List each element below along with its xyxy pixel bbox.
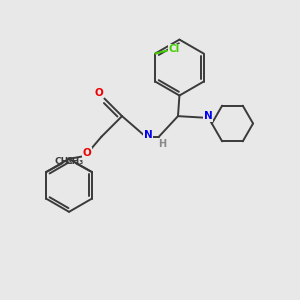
Text: O: O [95,88,103,98]
Text: N: N [204,111,213,121]
Text: N: N [144,130,152,140]
Text: H: H [158,139,166,149]
Text: CH₃: CH₃ [65,157,83,166]
Text: Cl: Cl [169,44,180,54]
Text: CH₃: CH₃ [55,157,73,166]
Text: O: O [82,148,91,158]
